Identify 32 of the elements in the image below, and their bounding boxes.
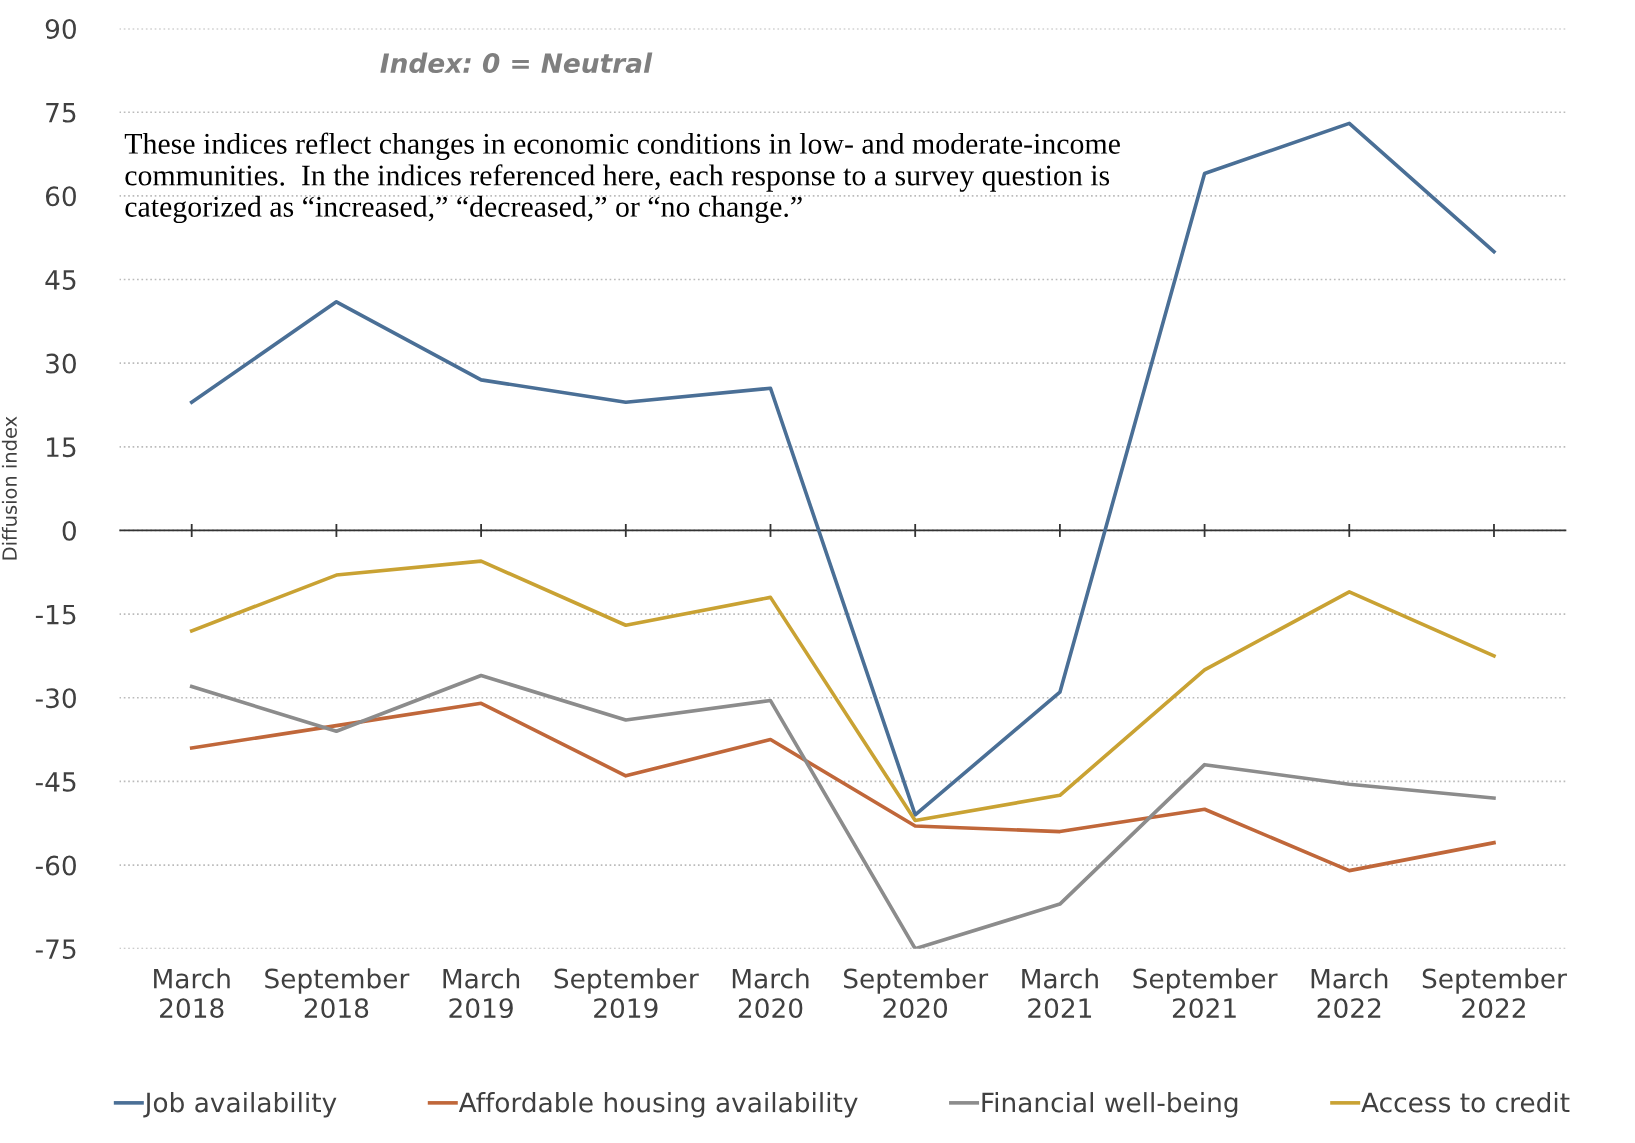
y-tick-label: -30 (35, 688, 76, 709)
x-tick-label: March 2020 (732, 968, 809, 1019)
y-tick-label: 15 (47, 437, 76, 458)
annotation: These indices reflect changes in economic conditions in low- and moderate-income communities. In the indices referenced here, each response to a survey question is categorized as “increased,” “decreased,” or “no change.” (124, 132, 1120, 224)
y-tick-label: -60 (35, 855, 76, 876)
y-tick-label: 45 (45, 270, 76, 290)
y-tick-label: -75 (35, 939, 76, 960)
x-tick-label: September 2021 (1133, 968, 1278, 1019)
x-tick-label: September 2019 (554, 968, 699, 1019)
y-tick-label: -15 (35, 604, 76, 625)
x-tick-label: March 2019 (443, 968, 520, 1019)
legend-label: Job availability (143, 1092, 337, 1118)
y-tick-label: -45 (35, 772, 76, 792)
y-tick-label: 0 (62, 520, 76, 541)
legend-label: Affordable housing availability (458, 1092, 858, 1118)
y-tick-label: 60 (45, 186, 76, 207)
x-tick-label: March 2018 (154, 968, 230, 1019)
line-series (189, 701, 1496, 873)
x-tick-label: September 2020 (844, 968, 989, 1019)
annotation: Index: 0 = Neutral (380, 52, 653, 74)
x-tick-label: September 2018 (265, 968, 410, 1019)
x-tick-label: March 2021 (1022, 968, 1098, 1019)
legend-label: Financial well-being (982, 1092, 1238, 1118)
y-tick-label: 30 (46, 353, 76, 374)
y-tick-label: 90 (45, 19, 76, 39)
line-series (189, 559, 1496, 823)
legend-label: Access to credit (1361, 1092, 1570, 1113)
y-axis-title: Diffusion index (1, 416, 17, 560)
line-series (189, 673, 1496, 949)
x-tick-label: September 2022 (1422, 968, 1567, 1019)
x-tick-label: March 2022 (1311, 968, 1388, 1019)
y-tick-label: 75 (46, 103, 76, 123)
